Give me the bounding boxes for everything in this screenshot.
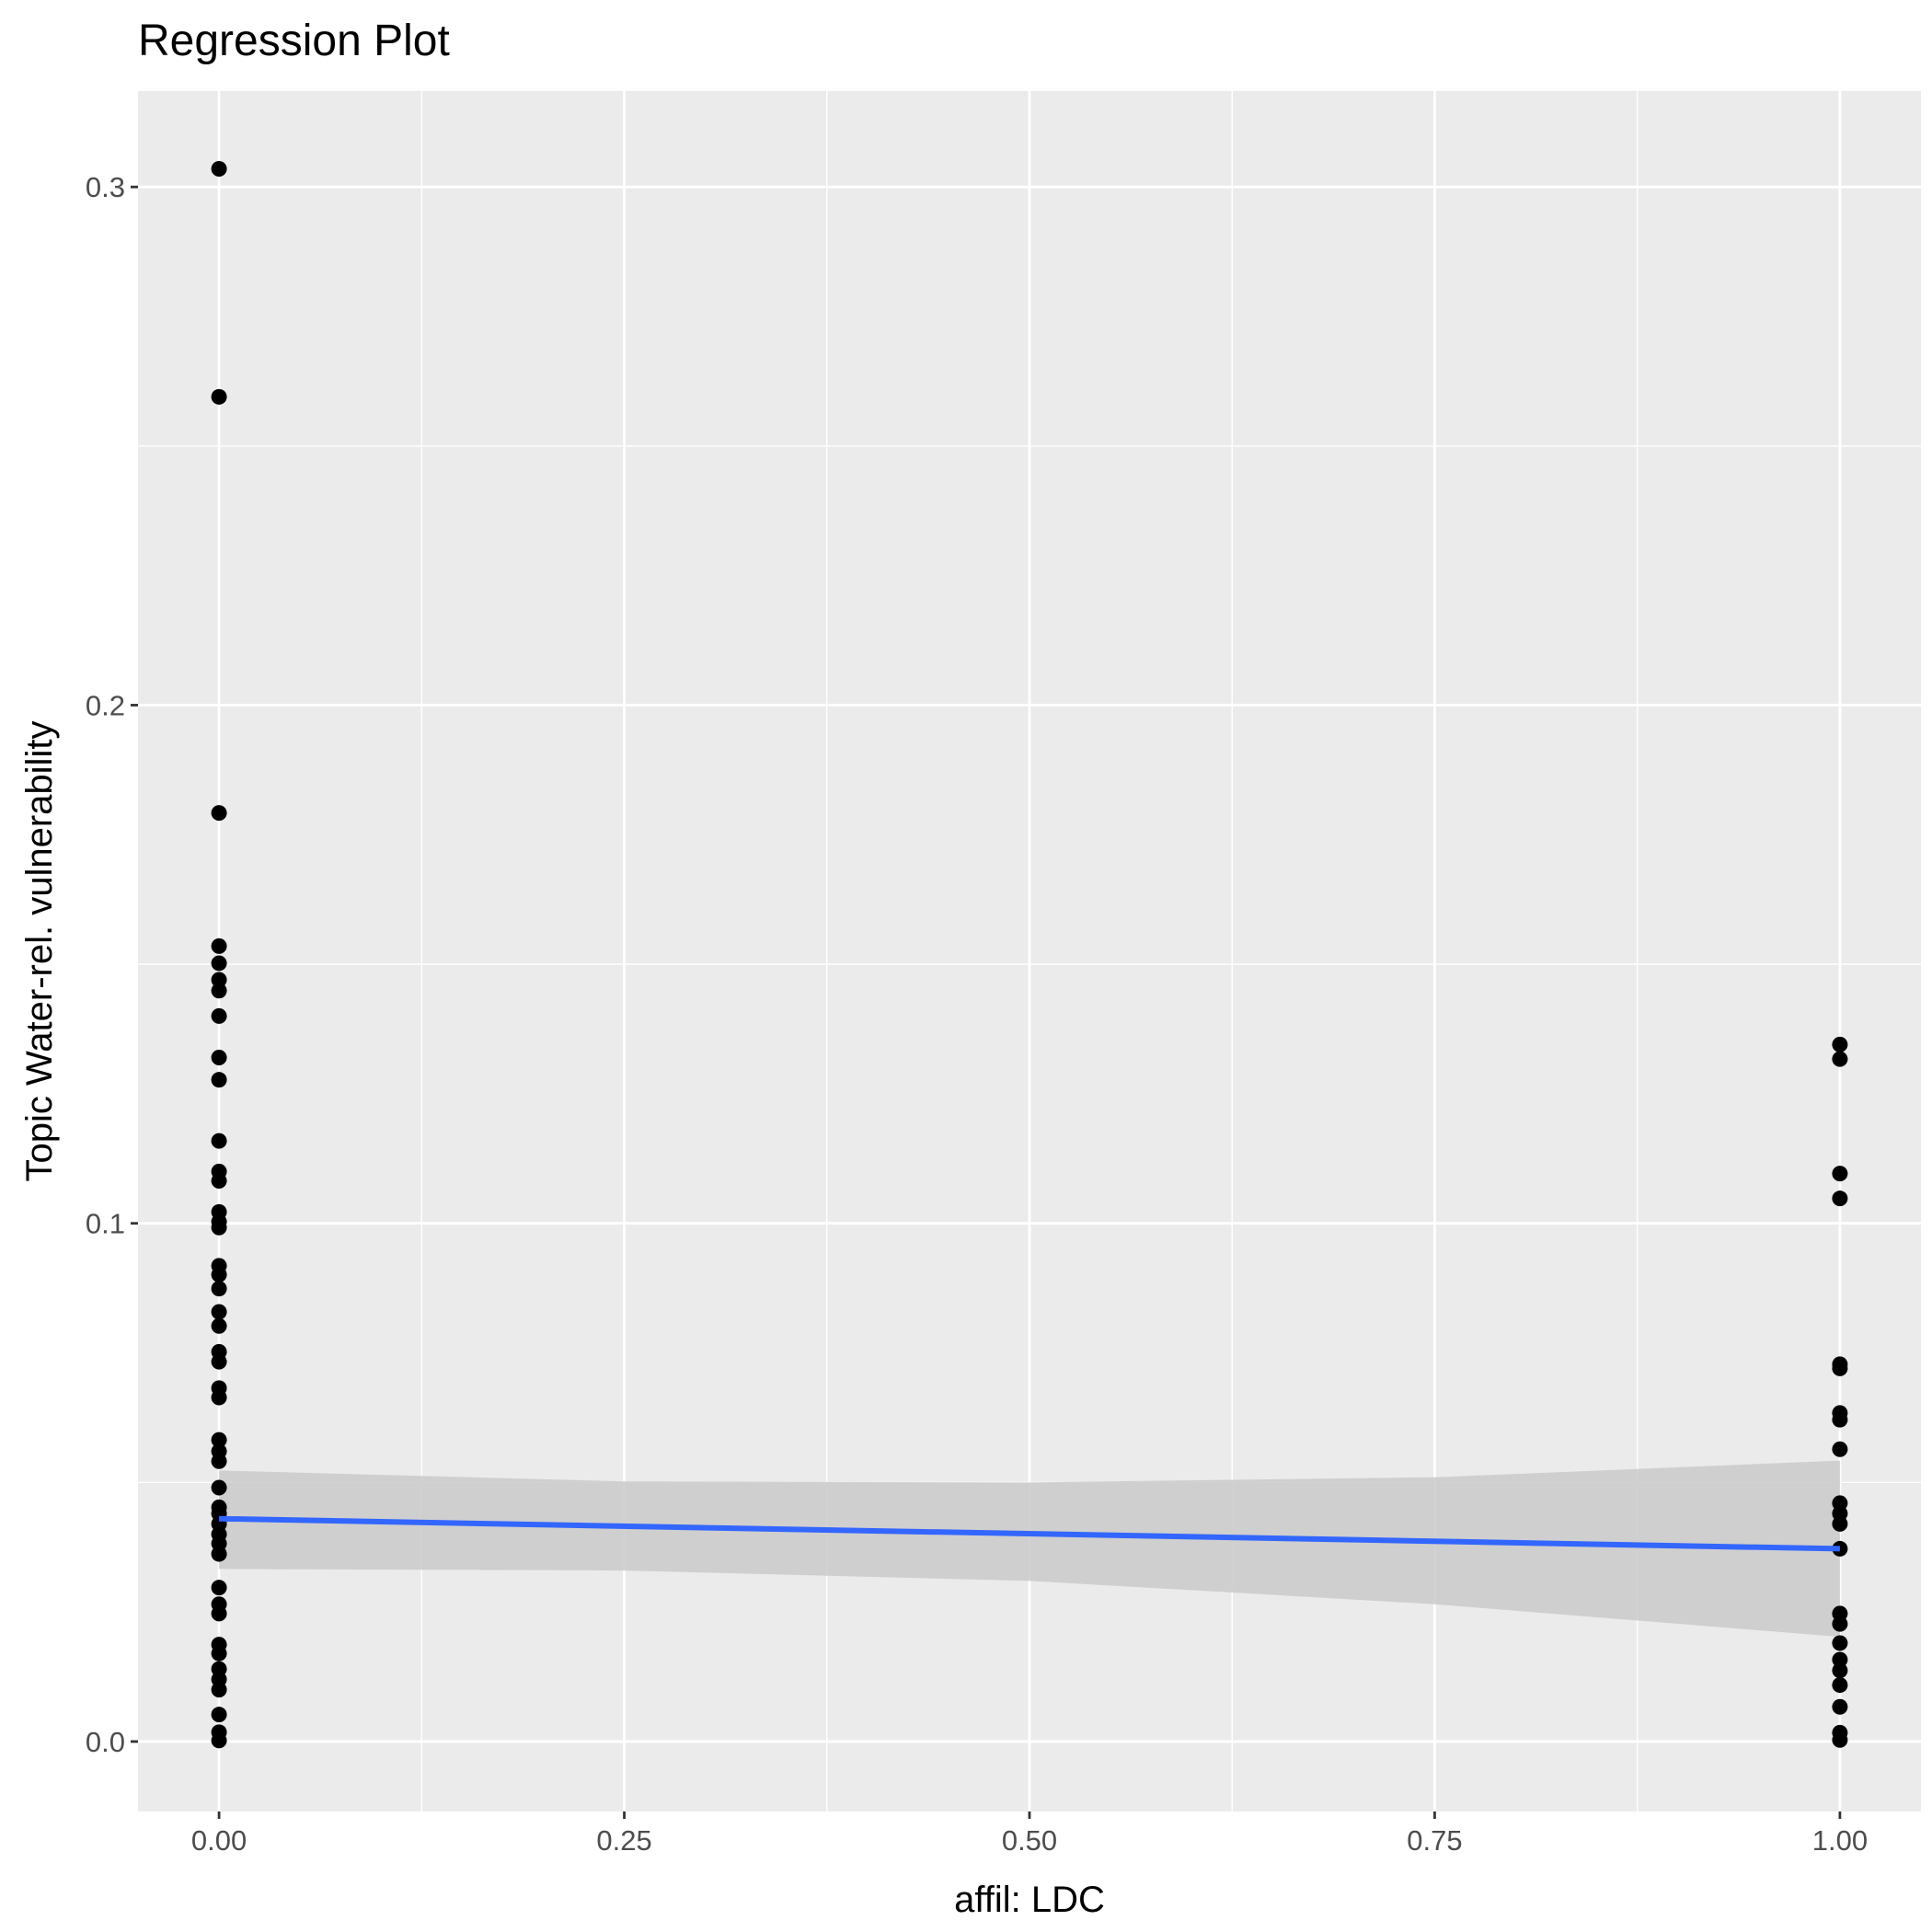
data-point <box>1832 1411 1848 1428</box>
chart-title: Regression Plot <box>138 17 450 65</box>
y-tick-label: 0.1 <box>86 1208 125 1240</box>
data-point <box>211 1479 227 1496</box>
data-point <box>211 1353 227 1370</box>
data-point <box>1832 1166 1848 1182</box>
data-point <box>211 1219 227 1236</box>
y-tick-label: 0.0 <box>86 1726 125 1758</box>
data-point <box>211 1049 227 1065</box>
x-axis-title: affil: LDC <box>954 1880 1105 1920</box>
data-point <box>211 1133 227 1149</box>
data-point <box>1832 1051 1848 1067</box>
data-point <box>211 972 227 988</box>
data-point <box>1832 1731 1848 1748</box>
data-point <box>211 1732 227 1749</box>
data-point <box>211 1007 227 1024</box>
data-point <box>1832 1515 1848 1532</box>
data-point <box>1832 1441 1848 1457</box>
data-point <box>211 955 227 972</box>
data-point <box>211 1317 227 1334</box>
data-point <box>1832 1662 1848 1679</box>
data-point <box>1832 1677 1848 1694</box>
x-tick-label: 0.75 <box>1407 1824 1462 1857</box>
data-point <box>1832 1036 1848 1052</box>
x-tick-label: 0.00 <box>191 1824 247 1857</box>
data-point <box>211 1389 227 1406</box>
data-point <box>211 1453 227 1469</box>
data-point <box>211 1645 227 1662</box>
y-axis-title: Topic Water-rel. vulnerability <box>19 721 60 1182</box>
data-point <box>211 805 227 822</box>
regression-line <box>219 1515 1840 1552</box>
x-tick-label: 0.50 <box>1002 1824 1057 1857</box>
confidence-band-layer <box>219 1460 1840 1638</box>
regression-line-layer <box>219 1515 1840 1552</box>
data-point <box>211 1432 227 1448</box>
data-point <box>211 1072 227 1088</box>
data-point <box>211 983 227 999</box>
data-point <box>211 1580 227 1596</box>
data-point <box>211 388 227 405</box>
data-point <box>211 937 227 954</box>
data-point <box>1832 1651 1848 1668</box>
data-point <box>211 1546 227 1562</box>
data-point <box>211 1605 227 1622</box>
data-point <box>211 160 227 177</box>
data-points <box>211 160 1848 1749</box>
data-point <box>1832 1698 1848 1715</box>
data-point <box>1832 1190 1848 1207</box>
x-tick-label: 1.00 <box>1812 1824 1868 1857</box>
data-point <box>1832 1360 1848 1376</box>
data-point <box>211 1304 227 1320</box>
data-point <box>211 1173 227 1190</box>
y-tick-label: 0.3 <box>86 171 125 203</box>
confidence-band <box>219 1460 1840 1638</box>
y-tick-label: 0.2 <box>86 689 125 721</box>
x-tick-label: 0.25 <box>596 1824 651 1857</box>
data-point <box>211 1266 227 1282</box>
data-point <box>211 1707 227 1723</box>
data-point <box>211 1682 227 1698</box>
data-point <box>1832 1616 1848 1632</box>
data-point <box>211 1281 227 1297</box>
axes: 0.00 0.25 0.50 0.75 1.00 0.0 0.1 0.2 0.3 <box>86 171 1868 1857</box>
data-point <box>1832 1635 1848 1651</box>
